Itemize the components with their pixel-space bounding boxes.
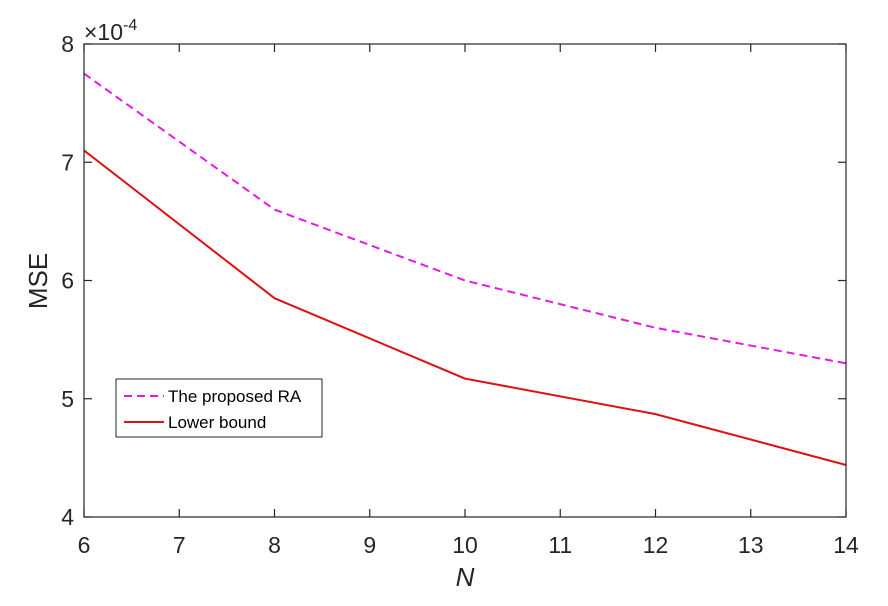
x-tick-label: 7 xyxy=(173,532,186,558)
series-line-1 xyxy=(83,72,847,365)
series-layer xyxy=(83,72,847,466)
legend-label: Lower bound xyxy=(168,413,266,432)
y-axis-label: MSE xyxy=(23,253,53,309)
x-tick-label: 11 xyxy=(548,532,572,558)
legend-box xyxy=(115,378,323,438)
legend-label: The proposed RA xyxy=(168,387,302,406)
exponent-power: -4 xyxy=(123,17,137,34)
x-axis-label: N xyxy=(456,562,475,592)
x-tick-label: 10 xyxy=(452,532,478,558)
y-tick-label: 8 xyxy=(61,31,74,57)
y-tick-label: 5 xyxy=(61,386,74,412)
x-tick-label: 12 xyxy=(643,532,669,558)
legend: The proposed RA Lower bound xyxy=(115,378,323,438)
y-tick-label: 4 xyxy=(61,504,74,530)
series-line-2 xyxy=(83,149,847,466)
x-tick-label: 9 xyxy=(363,532,376,558)
x-tick-label: 8 xyxy=(268,532,281,558)
exponent-label: ×10-4 xyxy=(84,17,137,45)
y-tick-label: 6 xyxy=(61,268,74,294)
axes-layer: 6 7 8 9 10 11 12 13 14 4 5 6 7 8 xyxy=(61,31,859,558)
x-tick-label: 14 xyxy=(833,532,859,558)
y-tick-label: 7 xyxy=(61,149,74,175)
x-tick-label: 6 xyxy=(78,532,91,558)
plot-background xyxy=(84,44,846,517)
x-tick-label: 13 xyxy=(738,532,764,558)
plot-area xyxy=(84,44,846,517)
